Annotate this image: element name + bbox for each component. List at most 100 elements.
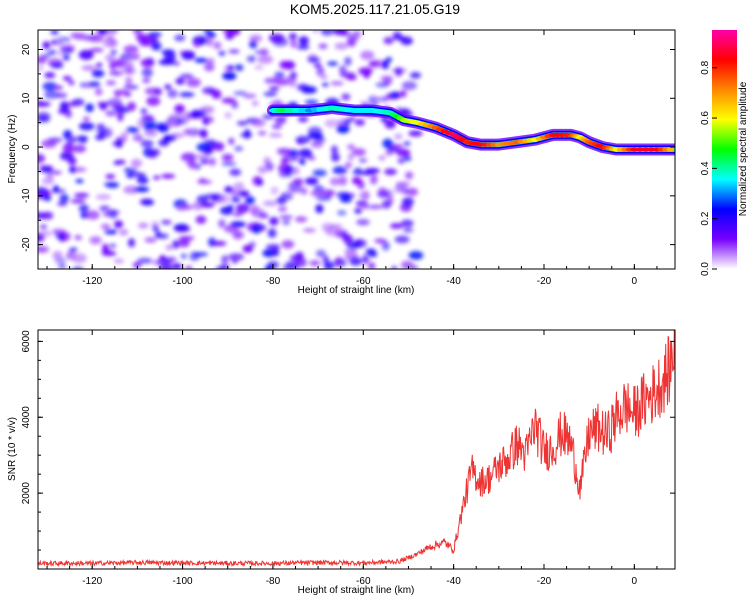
noise-blob	[305, 177, 319, 185]
noise-blob	[52, 185, 60, 194]
noise-blob	[254, 65, 264, 70]
noise-blob	[141, 67, 153, 78]
noise-blob	[142, 77, 151, 84]
noise-blob	[151, 260, 163, 265]
y-tick-label: 0	[21, 144, 32, 150]
noise-blob	[394, 235, 410, 244]
noise-blob	[114, 220, 124, 229]
noise-blob	[57, 189, 66, 194]
noise-blob	[68, 136, 77, 142]
noise-blob	[307, 56, 321, 63]
noise-blob	[142, 118, 157, 129]
noise-blob	[38, 55, 47, 64]
noise-blob	[339, 197, 352, 203]
noise-blob	[269, 216, 279, 226]
noise-blob	[279, 60, 290, 69]
noise-blob	[257, 180, 264, 186]
noise-blob	[68, 165, 76, 174]
noise-blob	[200, 202, 215, 208]
x-tick-label: -20	[537, 276, 552, 287]
noise-blob	[45, 174, 54, 181]
noise-blob	[258, 213, 269, 219]
noise-blob	[91, 69, 105, 78]
noise-blob	[346, 39, 356, 47]
noise-blob	[307, 155, 316, 161]
noise-blob	[78, 49, 94, 60]
ridge	[266, 102, 675, 156]
noise-blob	[55, 92, 68, 99]
noise-blob	[389, 223, 403, 229]
noise-blob	[39, 230, 53, 237]
colorbar-tick-label: 0.6	[700, 111, 711, 125]
noise-blob	[397, 157, 405, 164]
noise-blob	[78, 204, 90, 213]
x-tick-label: -40	[446, 576, 461, 587]
colorbar-ticks: 0.0 0.2 0.4 0.6 0.8	[700, 60, 717, 276]
x-tick-label: -80	[266, 576, 281, 587]
noise-blob	[232, 230, 244, 240]
y-tick-label: 10	[21, 92, 32, 104]
noise-blob	[257, 54, 274, 64]
noise-blob	[94, 87, 103, 96]
noise-blob	[175, 77, 185, 85]
noise-blob	[89, 48, 104, 53]
snr-axes: -120 -100 -80 -60 -40 -20 0 2000 4000 6000	[21, 330, 675, 587]
x-tick-label: -100	[173, 276, 193, 287]
noise-blob	[115, 159, 126, 165]
noise-blob	[193, 40, 201, 48]
noise-blob	[249, 40, 258, 49]
noise-blob	[368, 262, 375, 269]
noise-blob	[172, 263, 183, 269]
noise-blob	[165, 244, 173, 251]
noise-blob	[166, 256, 177, 263]
noise-blob	[140, 108, 148, 114]
noise-blob	[233, 181, 245, 192]
noise-blob	[160, 173, 176, 179]
noise-blob	[381, 241, 390, 251]
noise-blob	[330, 153, 340, 162]
noise-blob	[297, 115, 309, 123]
noise-blob	[391, 266, 398, 269]
noise-blob	[271, 123, 282, 130]
noise-blob	[179, 73, 194, 79]
noise-blob	[344, 248, 358, 256]
noise-blob	[259, 48, 269, 56]
noise-blob	[123, 185, 140, 194]
noise-blob	[123, 84, 139, 90]
noise-blob	[180, 253, 187, 259]
noise-blob	[324, 118, 339, 128]
ridge-spot	[630, 147, 639, 152]
noise-blob	[152, 225, 159, 231]
noise-blob	[126, 172, 136, 179]
colorbar-label: Normalized spectral amplitude	[738, 81, 749, 216]
noise-blob	[250, 118, 266, 127]
noise-blob	[130, 158, 143, 168]
noise-blob	[384, 168, 397, 176]
noise-blob	[232, 212, 243, 217]
noise-blob	[78, 122, 95, 131]
colorbar: 0.0 0.2 0.4 0.6 0.8 Normalized spectral ampl…	[700, 30, 749, 276]
noise-blob	[203, 62, 215, 72]
noise-blob	[109, 70, 120, 76]
noise-blob	[221, 255, 229, 264]
noise-blob	[251, 225, 261, 234]
noise-blob	[288, 32, 297, 41]
noise-blob	[381, 59, 389, 70]
noise-blob	[89, 34, 104, 41]
noise-blob	[59, 101, 70, 111]
noise-blob	[338, 175, 348, 186]
colorbar-scale	[712, 30, 737, 269]
noise-blob	[123, 167, 138, 173]
noise-blob	[257, 130, 267, 136]
noise-blob	[133, 30, 143, 35]
noise-blob	[381, 199, 392, 209]
noise-blob	[207, 58, 215, 64]
noise-blob	[170, 132, 185, 138]
noise-blob	[295, 216, 308, 223]
noise-blob	[402, 228, 414, 233]
x-tick-label: -120	[82, 276, 102, 287]
noise-blob	[70, 199, 86, 204]
noise-blob	[102, 243, 109, 254]
noise-blob	[408, 250, 424, 260]
